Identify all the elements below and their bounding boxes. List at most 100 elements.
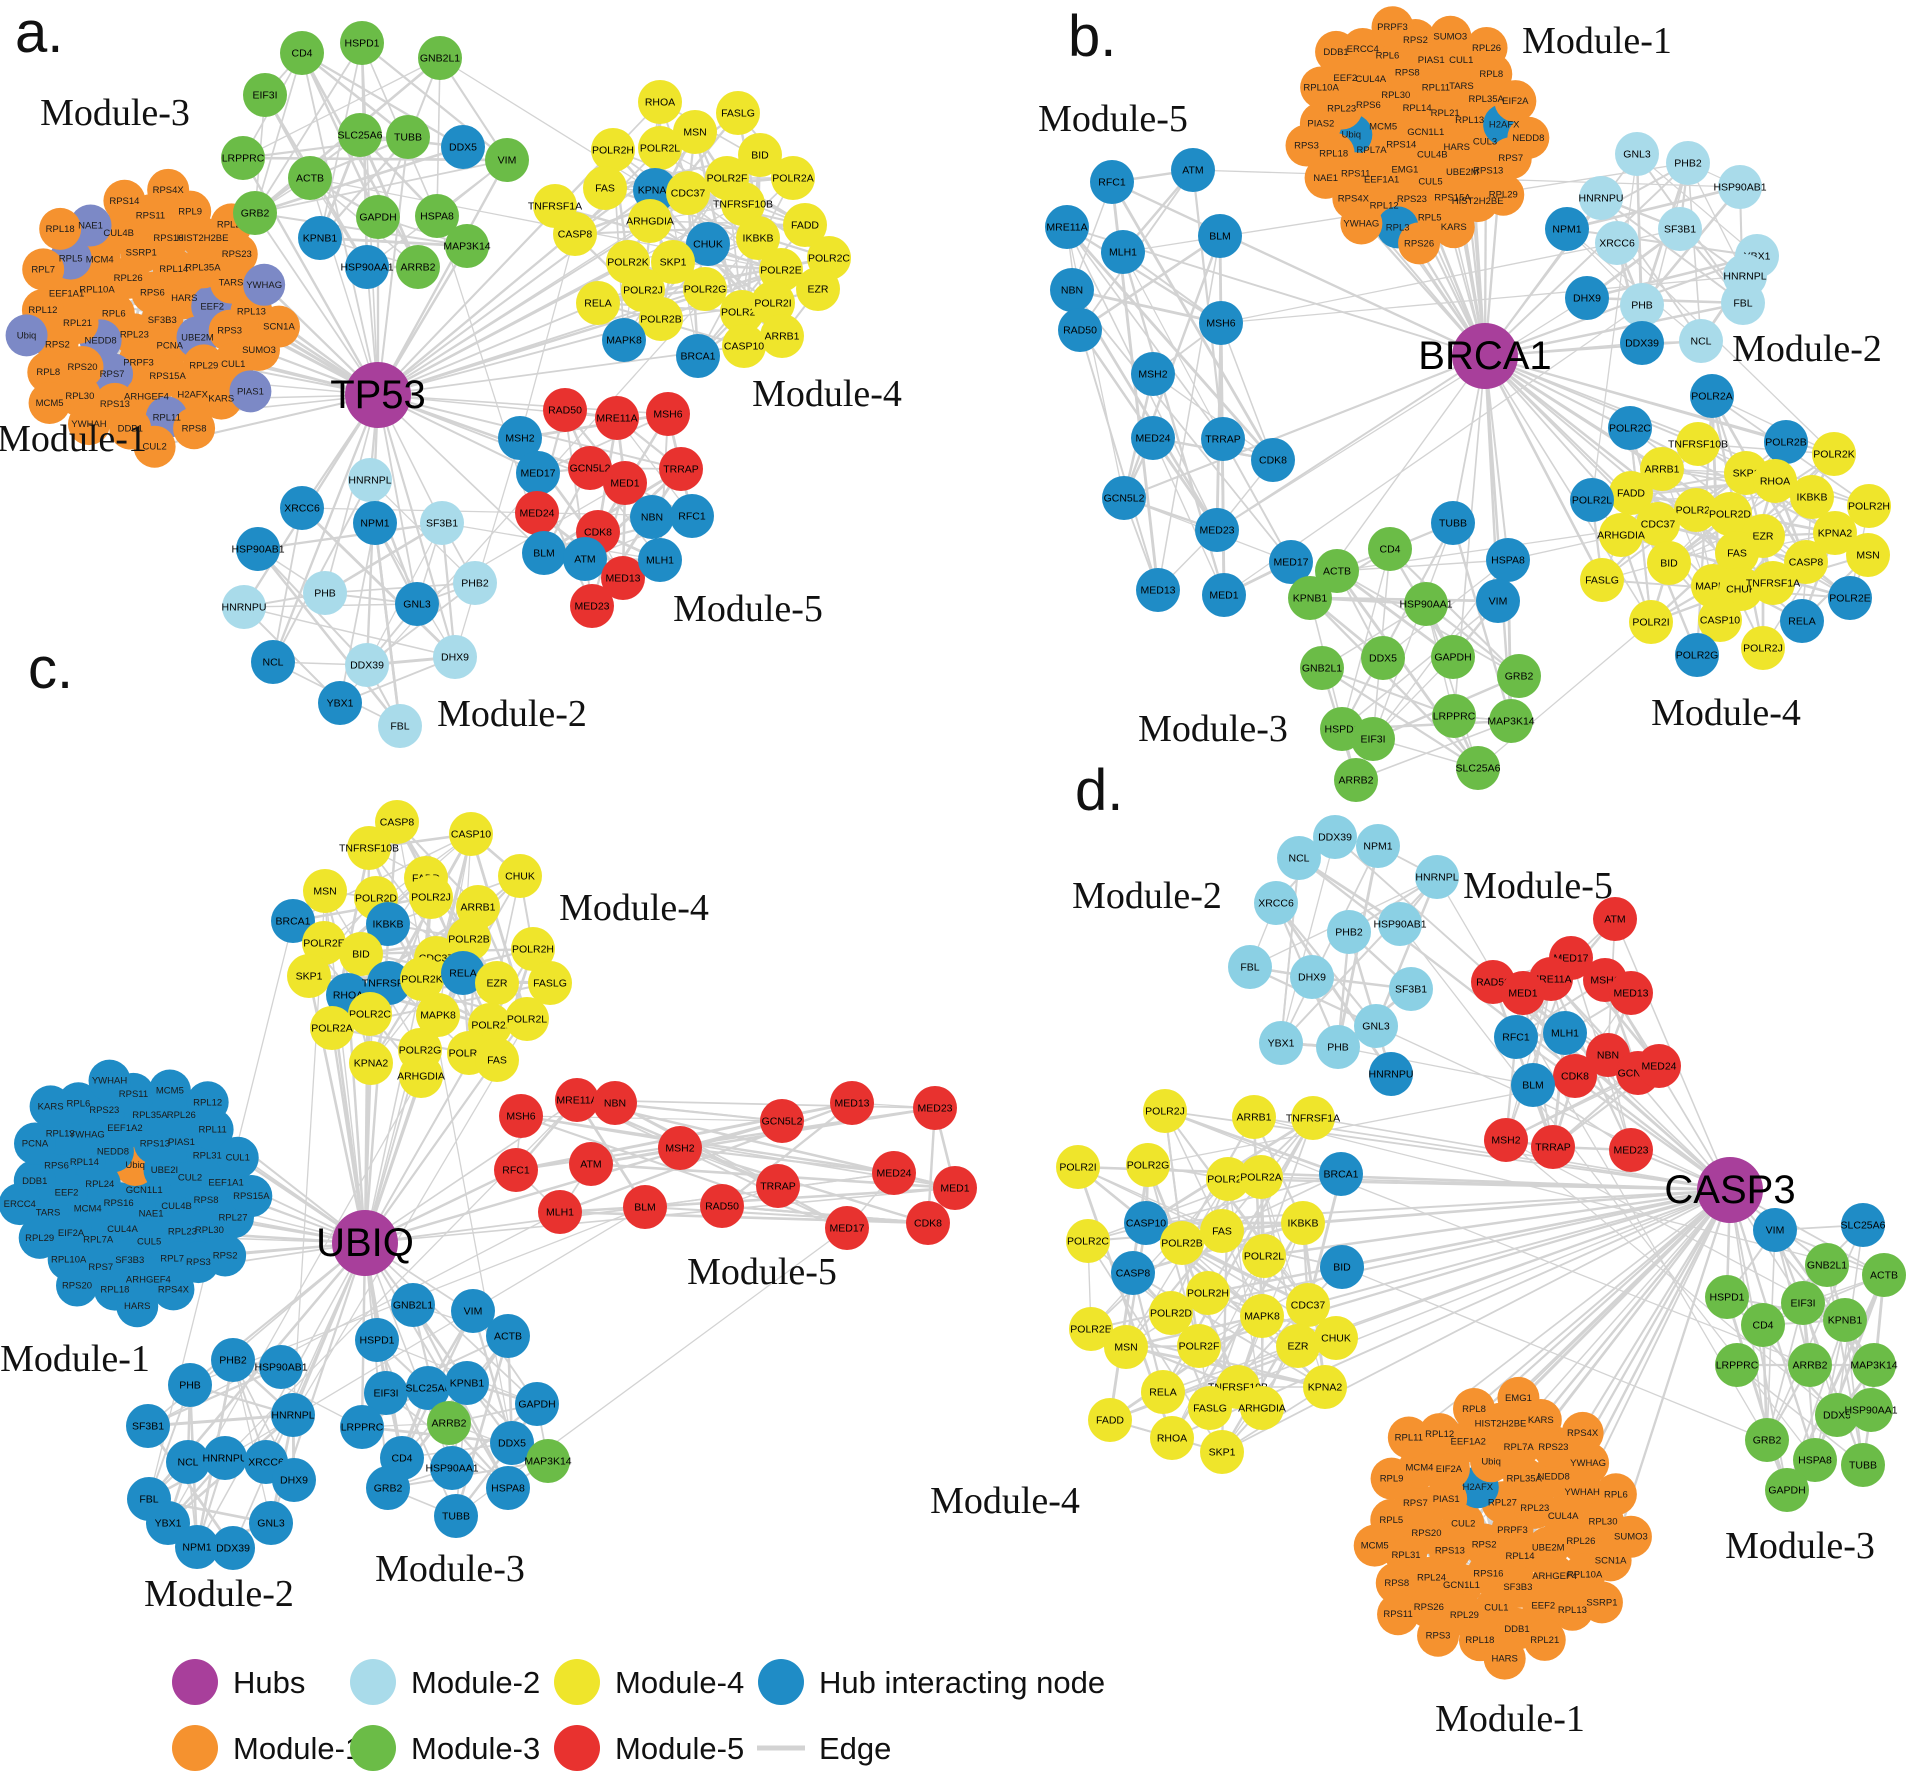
gene-node <box>251 640 295 684</box>
gene-node <box>1354 1004 1398 1048</box>
gene-node <box>1315 30 1358 73</box>
gene-node <box>1751 561 1795 605</box>
gene-node <box>356 195 400 239</box>
gene-node <box>1432 694 1476 738</box>
gene-node <box>1378 902 1422 946</box>
gene-node <box>1368 527 1412 571</box>
gene-node <box>1753 1208 1797 1252</box>
gene-node <box>1788 1343 1832 1387</box>
nodes-layer: SF3B3RPL23RPS6PCNARPL6HARSPRPF3RPL26UBE2… <box>5 21 851 748</box>
gene-node <box>1254 881 1298 925</box>
gene-node <box>1300 646 1344 690</box>
gene-node <box>1228 945 1272 989</box>
gene-node <box>1852 1343 1896 1387</box>
gene-node <box>1620 321 1664 365</box>
gene-node <box>1259 1021 1303 1065</box>
edge <box>364 978 423 1244</box>
edge <box>1600 197 1744 304</box>
edge <box>1198 1188 1731 1348</box>
gene-node <box>5 314 48 357</box>
edge <box>614 1101 848 1230</box>
gene-node <box>221 136 265 180</box>
gene-node <box>1356 824 1400 868</box>
gene-node <box>568 446 612 490</box>
gene-node <box>1823 1298 1867 1342</box>
cluster-module-1: SF3B3RPL23RPS6PCNARPL6HARSPRPF3RPL26UBE2… <box>5 168 300 468</box>
gene-node <box>1841 1203 1885 1247</box>
edge <box>440 522 457 658</box>
edge <box>1280 836 1336 1044</box>
hub-node-BRCA1 <box>1452 323 1518 389</box>
gene-node <box>288 156 332 200</box>
gene-node <box>1570 478 1614 522</box>
gene-node <box>1790 475 1834 519</box>
gene-node <box>146 1501 190 1545</box>
gene-node <box>1045 205 1089 249</box>
gene-node <box>1620 283 1664 327</box>
edge <box>1355 720 1512 781</box>
gene-node <box>825 1206 869 1250</box>
edge <box>376 159 509 396</box>
gene-node <box>686 222 730 266</box>
edge <box>649 220 806 226</box>
gene-node <box>434 1494 478 1538</box>
gene-node <box>415 194 459 238</box>
gene-node <box>1404 582 1448 626</box>
edge <box>1336 569 1454 659</box>
gene-node <box>475 1038 519 1082</box>
edge <box>301 507 456 658</box>
module-caption: Module-4 <box>559 887 709 929</box>
gene-node <box>1593 897 1637 941</box>
gene-node <box>243 263 286 306</box>
gene-node <box>1186 1271 1230 1315</box>
gene-node <box>515 1382 559 1426</box>
gene-node <box>716 91 760 135</box>
edge <box>1066 225 1222 325</box>
edge <box>721 1204 929 1225</box>
gene-node <box>1143 1089 1187 1133</box>
gene-node <box>340 1405 384 1449</box>
gene-node <box>1561 1411 1604 1454</box>
module-caption: Module-3 <box>1725 1525 1875 1567</box>
legend-label: Module-2 <box>411 1665 540 1700</box>
cluster-module-5: ATMRFC1MRE11AMLH1BLMNBNMSH6RAD50MSH2MED2… <box>1045 148 1313 617</box>
gene-node <box>396 245 440 289</box>
gene-node <box>430 1446 474 1490</box>
gene-node <box>623 1185 667 1229</box>
edge <box>1341 548 1391 730</box>
gene-node <box>1609 471 1653 515</box>
gene-node <box>445 224 489 268</box>
gene-node <box>1476 579 1520 623</box>
gene-node <box>1781 1281 1825 1325</box>
gene-node <box>1232 1095 1276 1139</box>
edge <box>1337 1046 1534 1086</box>
gene-node <box>1453 1387 1496 1430</box>
edge <box>1090 1178 1229 1330</box>
edge <box>590 1106 936 1166</box>
gene-node <box>1429 15 1472 58</box>
gene-node <box>1482 173 1525 216</box>
edge <box>377 220 651 396</box>
legend-label: Module-5 <box>615 1731 744 1766</box>
gene-node <box>1377 1593 1420 1636</box>
gene-node <box>1285 124 1328 167</box>
gene-node <box>147 168 190 211</box>
gene-node <box>375 800 419 844</box>
gene-node <box>0 1183 41 1226</box>
gene-node <box>756 1164 800 1208</box>
gene-node <box>318 681 362 725</box>
gene-node <box>1432 206 1475 249</box>
gene-node <box>538 1190 582 1234</box>
gene-node <box>1815 1393 1859 1437</box>
gene-node <box>511 927 555 971</box>
gene-node <box>1369 1052 1413 1096</box>
gene-node <box>638 126 682 170</box>
gene-node <box>830 1081 874 1125</box>
gene-node <box>722 324 766 368</box>
gene-node <box>39 207 82 250</box>
legend-swatch-module1 <box>172 1725 218 1771</box>
gene-node <box>553 212 597 256</box>
gene-node <box>353 501 397 545</box>
